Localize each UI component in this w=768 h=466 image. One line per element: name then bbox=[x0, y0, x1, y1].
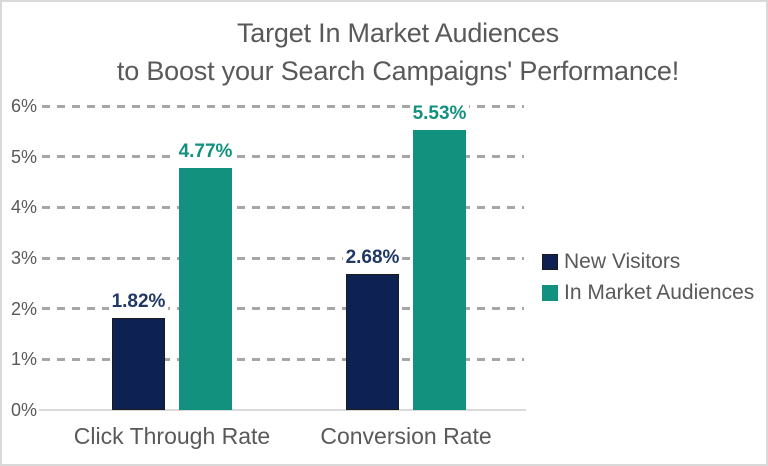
bar-new-visitors-click-through-rate bbox=[112, 317, 165, 410]
gridline-3pct bbox=[42, 256, 524, 260]
y-tick-label-1pct: 1% bbox=[10, 349, 37, 370]
y-tick-label-6pct: 6% bbox=[10, 96, 37, 116]
legend-item-in-market-audiences: In Market Audiences bbox=[542, 281, 754, 305]
y-tick-label-3pct: 3% bbox=[10, 248, 37, 268]
chart-title-line2: to Boost your Search Campaigns' Performa… bbox=[116, 56, 680, 86]
legend-item-new-visitors: New Visitors bbox=[542, 250, 754, 274]
y-tick-label-4pct: 4% bbox=[10, 197, 37, 218]
legend: New Visitors In Market Audiences bbox=[542, 250, 754, 312]
gridline-4pct bbox=[42, 205, 524, 209]
bar-in-market-audiences-conversion-rate bbox=[413, 129, 466, 410]
chart-title: Target In Market Audiences to Boost your… bbox=[32, 14, 764, 90]
legend-label-new-visitors: New Visitors bbox=[564, 250, 681, 273]
y-tick-label-2pct: 2% bbox=[10, 298, 37, 319]
gridline-6pct bbox=[42, 104, 524, 108]
gridline-5pct bbox=[42, 155, 524, 159]
data-label-new-visitors-conversion-rate: 2.68% bbox=[342, 247, 403, 270]
chart-title-line1: Target In Market Audiences bbox=[237, 18, 559, 48]
y-tick-label-5pct: 5% bbox=[10, 146, 37, 167]
data-label-in-market-audiences-conversion-rate: 5.53% bbox=[409, 102, 470, 125]
x-axis-line bbox=[39, 409, 526, 411]
x-category-label-click-through-rate: Click Through Rate bbox=[73, 423, 271, 449]
data-label-in-market-audiences-click-through-rate: 4.77% bbox=[175, 141, 236, 164]
gridline-1pct bbox=[42, 357, 524, 361]
bar-new-visitors-conversion-rate bbox=[346, 274, 399, 410]
legend-swatch-in-market-audiences bbox=[542, 285, 558, 301]
data-label-new-visitors-click-through-rate: 1.82% bbox=[108, 290, 169, 313]
bar-in-market-audiences-click-through-rate bbox=[179, 168, 232, 410]
legend-swatch-new-visitors bbox=[542, 254, 558, 270]
plot-area: 1.82% 4.77% 2.68% 5.53% bbox=[39, 102, 526, 411]
legend-label-in-market-audiences: In Market Audiences bbox=[564, 281, 755, 304]
x-category-label-conversion-rate: Conversion Rate bbox=[320, 423, 492, 449]
gridline-2pct bbox=[42, 307, 524, 311]
y-tick-label-0pct: 0% bbox=[10, 400, 37, 420]
